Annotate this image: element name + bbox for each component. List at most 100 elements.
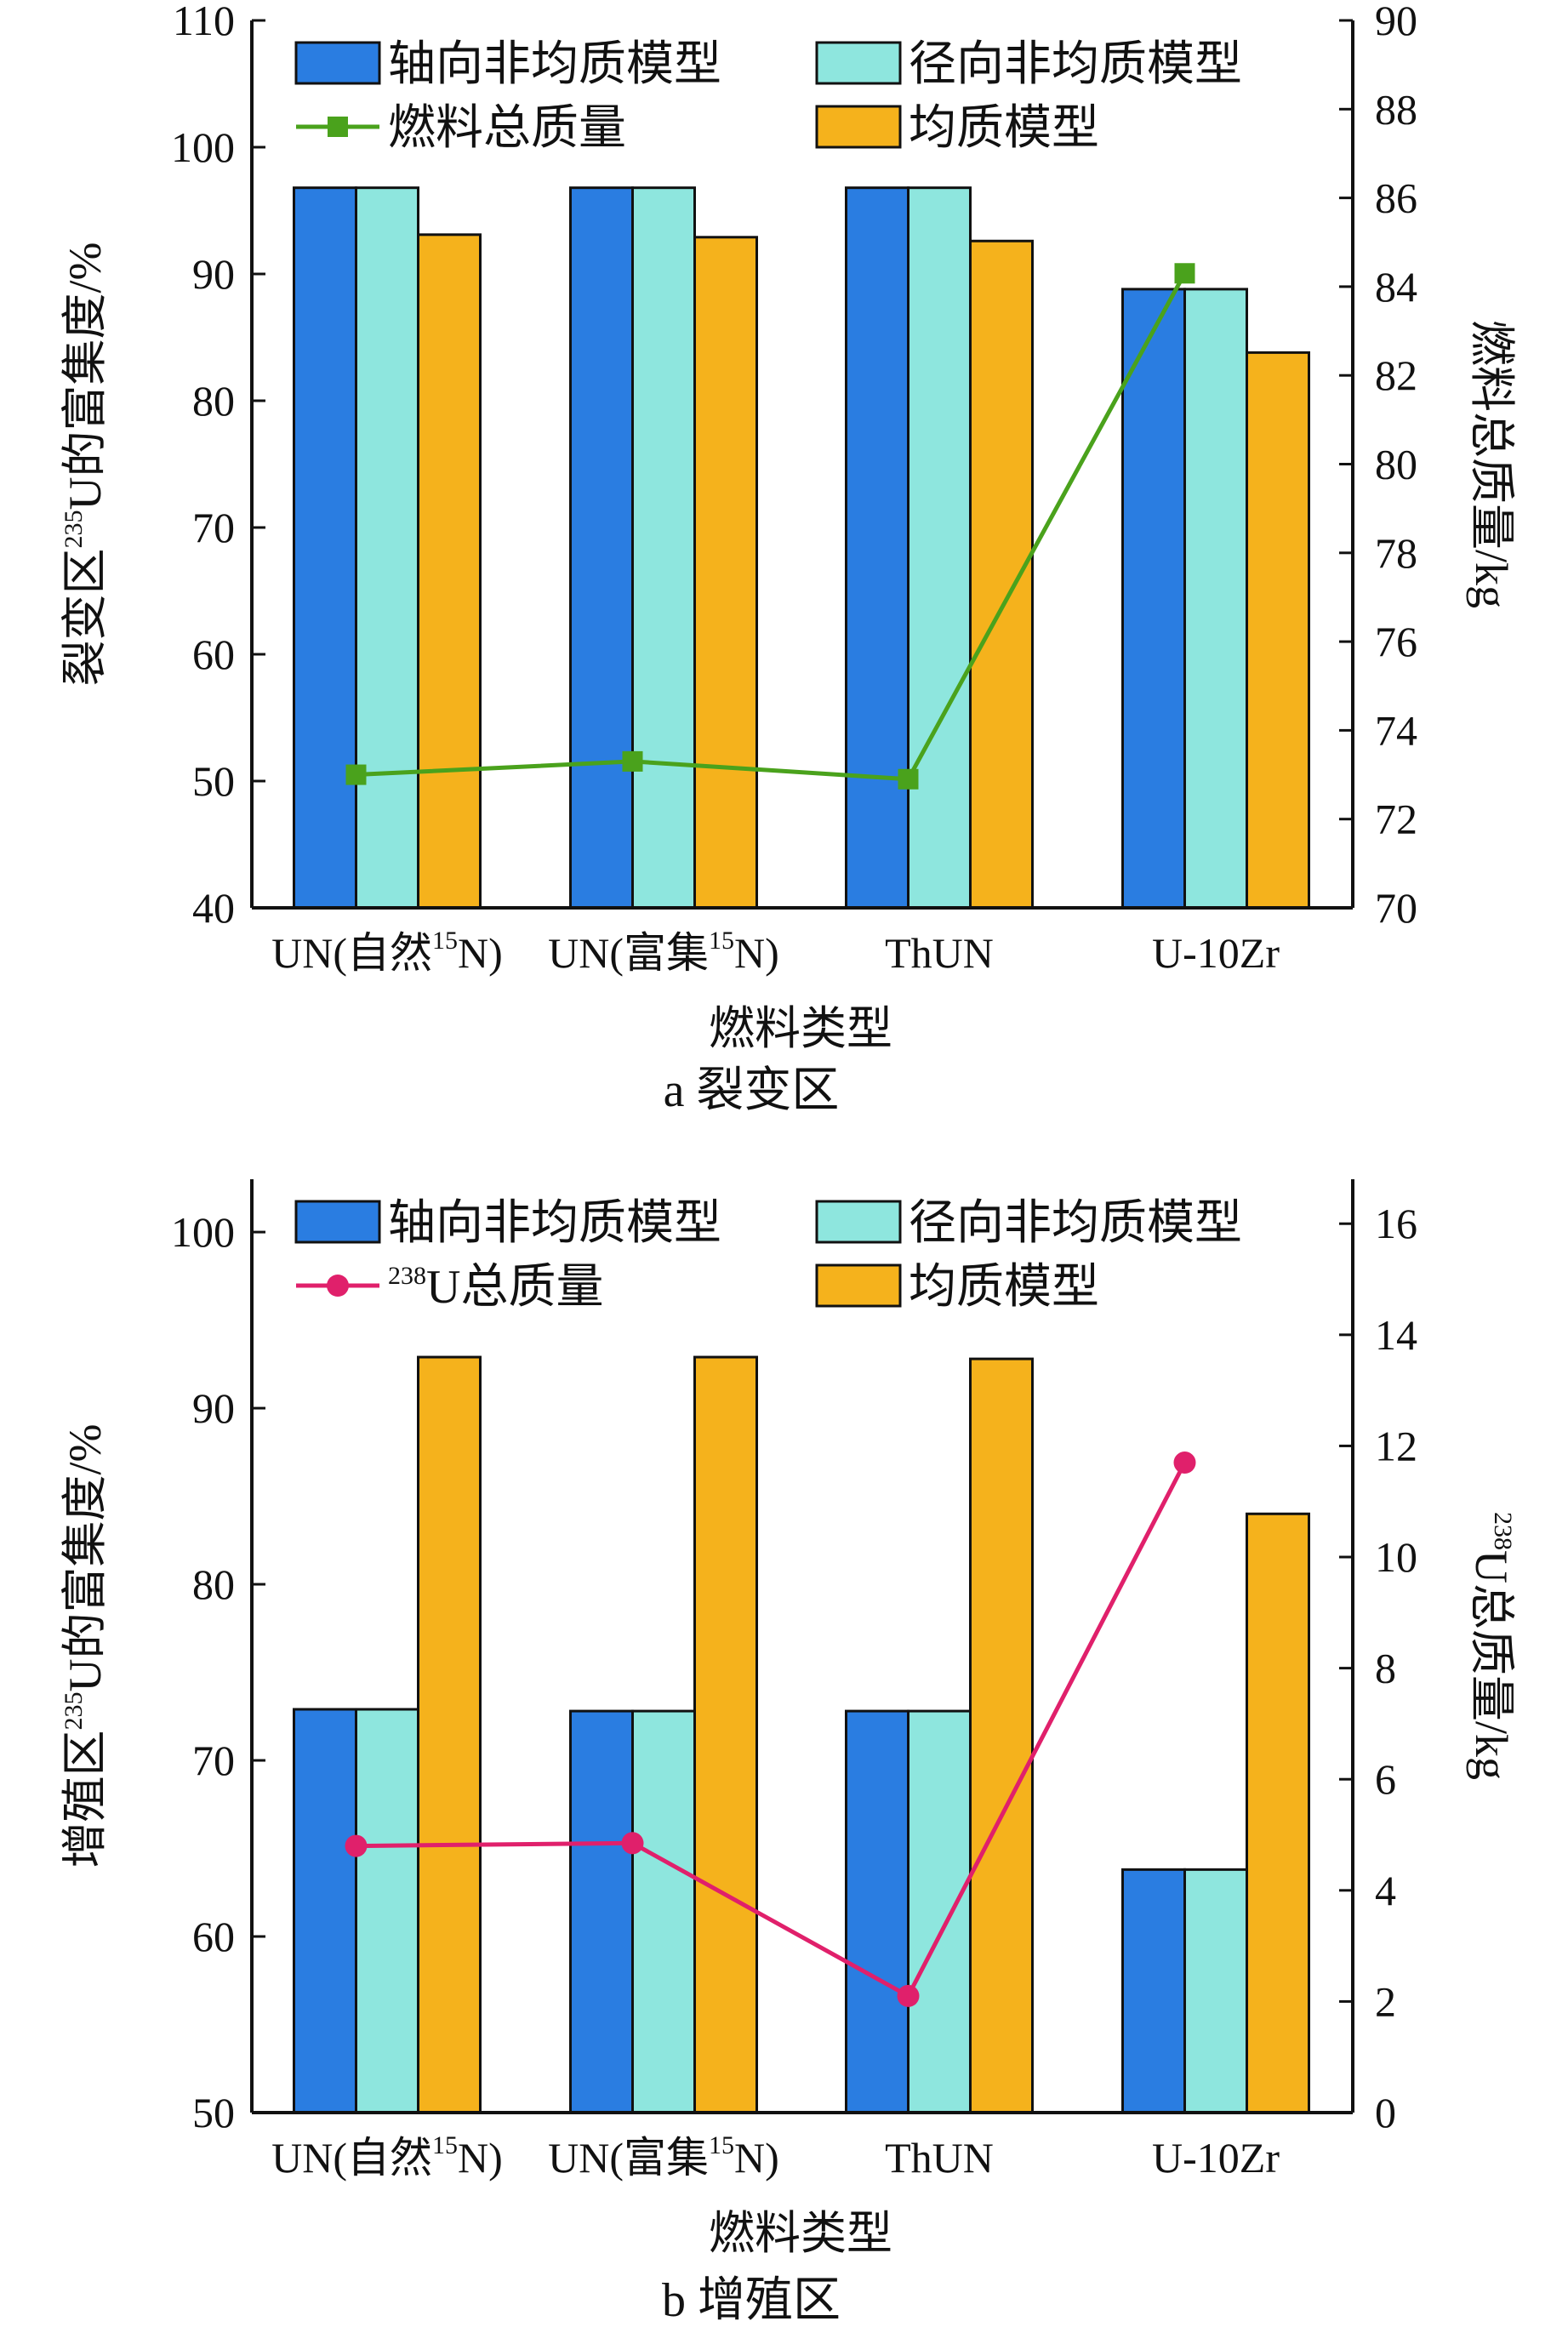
line-point (622, 750, 643, 772)
y-tick-label: 70 (192, 504, 235, 551)
line-point (897, 1984, 920, 2007)
bar (355, 1708, 419, 2114)
bar (293, 1708, 357, 2114)
y2-tick-label: 82 (1375, 351, 1417, 399)
bar (293, 186, 357, 910)
legend-item: 径向非均质模型 (815, 1197, 1242, 1250)
bar (631, 1709, 696, 2114)
y2-tick-label: 76 (1375, 618, 1417, 665)
line-point (345, 764, 367, 785)
legend-label: 238U总质量 (388, 1261, 603, 1314)
legend-swatch (815, 41, 902, 85)
bar (845, 186, 909, 910)
x-tick-label: U-10Zr (1152, 929, 1280, 977)
bar (631, 186, 696, 910)
x-tick-label: UN(富集15N) (548, 2131, 779, 2182)
y-tick-label: 50 (192, 757, 235, 805)
legend-item: 轴向非均质模型 (294, 38, 721, 91)
y-tick-label: 100 (171, 123, 235, 171)
y-axis-title: 裂变区235U的富集度/% (60, 242, 111, 687)
y2-tick-label: 6 (1375, 1755, 1396, 1803)
bar (693, 1355, 758, 2114)
legend-label: 轴向非均质模型 (388, 1197, 721, 1250)
x-tick-label: UN(富集15N) (548, 927, 779, 977)
series-line (356, 1461, 1187, 1999)
legend-marker (328, 117, 348, 137)
legend-label: 径向非均质模型 (909, 38, 1242, 91)
legend-item: 均质模型 (815, 1261, 1099, 1314)
bar (969, 239, 1034, 910)
y-tick-label: 100 (171, 1208, 235, 1256)
y-tick-label: 70 (192, 1737, 235, 1784)
x-axis-title: 燃料类型 (709, 2208, 892, 2259)
legend-swatch (294, 1200, 381, 1244)
y2-tick-label: 0 (1375, 2089, 1396, 2136)
y2-tick-label: 84 (1375, 263, 1417, 311)
bar (417, 1355, 482, 2114)
bar (417, 233, 482, 910)
bar (1121, 1868, 1186, 2114)
line-point (1173, 1452, 1196, 1474)
legend-item: 238U总质量 (296, 1261, 603, 1314)
line-point (1174, 263, 1195, 284)
y2-tick-label: 88 (1375, 85, 1417, 133)
x-tick-label: UN(自然15N) (271, 927, 503, 977)
bar (1246, 1512, 1310, 2114)
bar (1246, 351, 1310, 910)
bar (907, 1709, 972, 2114)
bar (907, 186, 972, 910)
y2-tick-label: 70 (1375, 884, 1417, 932)
panel-caption: b 增殖区 (662, 2274, 841, 2327)
line-point (898, 768, 919, 790)
y2-tick-label: 2 (1375, 1977, 1396, 2025)
legend-item: 燃料总质量 (296, 102, 626, 155)
legend-swatch (294, 41, 381, 85)
y-tick-label: 80 (192, 377, 235, 425)
line-point (621, 1832, 644, 1855)
y2-tick-label: 86 (1375, 174, 1417, 222)
y2-tick-label: 72 (1375, 796, 1417, 843)
bar (1121, 288, 1186, 910)
y-tick-label: 90 (192, 250, 235, 298)
bar (355, 186, 419, 910)
bar (845, 1709, 909, 2114)
legend-item: 轴向非均质模型 (294, 1197, 721, 1250)
chart-panel-b: 50 60 70 80 90 100 0 2 4 6 8 10 12 14 16 UN(自然15N) UN(富集… (60, 1179, 1517, 2327)
legend-label: 均质模型 (909, 1261, 1099, 1314)
y-tick-label: 90 (192, 1384, 235, 1432)
bar (693, 236, 758, 910)
x-tick-label: U-10Zr (1152, 2134, 1280, 2182)
y2-tick-label: 80 (1375, 441, 1417, 488)
legend-item: 径向非均质模型 (815, 38, 1242, 91)
bar (1183, 288, 1248, 910)
bar (1183, 1868, 1248, 2114)
legend-label: 径向非均质模型 (909, 1197, 1242, 1250)
y2-tick-label: 16 (1375, 1200, 1417, 1247)
x-tick-label: ThUN (885, 2134, 994, 2182)
x-tick-label: ThUN (885, 929, 994, 977)
y2-axis-title: 燃料总质量/kg (1466, 320, 1517, 608)
y2-tick-label: 74 (1375, 706, 1417, 754)
legend-marker (327, 1275, 349, 1297)
y2-tick-label: 90 (1375, 0, 1417, 44)
y2-axis-title: 238U总质量/kg (1466, 1512, 1517, 1780)
x-tick-label: UN(自然15N) (271, 2131, 503, 2182)
y-tick-label: 60 (192, 630, 235, 678)
legend-label: 轴向非均质模型 (388, 38, 721, 91)
y2-tick-label: 4 (1375, 1867, 1396, 1914)
y2-tick-label: 12 (1375, 1422, 1417, 1469)
y-axis-title: 增殖区235U的富集度/% (60, 1424, 111, 1868)
chart-panel-a: 40 50 60 70 80 90 100 110 70 72 74 76 78 80 82 84 86 88 90… (60, 0, 1517, 1117)
line-point (345, 1834, 368, 1857)
legend-swatch (815, 1263, 902, 1308)
legend-item: 均质模型 (815, 102, 1099, 155)
bar (569, 1709, 634, 2114)
x-axis-title: 燃料类型 (709, 1003, 892, 1054)
legend-swatch (815, 1200, 902, 1244)
series-line (356, 272, 1187, 782)
legend-swatch (815, 105, 902, 149)
bar (969, 1357, 1034, 2114)
y2-tick-label: 78 (1375, 529, 1417, 577)
legend-label: 燃料总质量 (388, 102, 626, 155)
